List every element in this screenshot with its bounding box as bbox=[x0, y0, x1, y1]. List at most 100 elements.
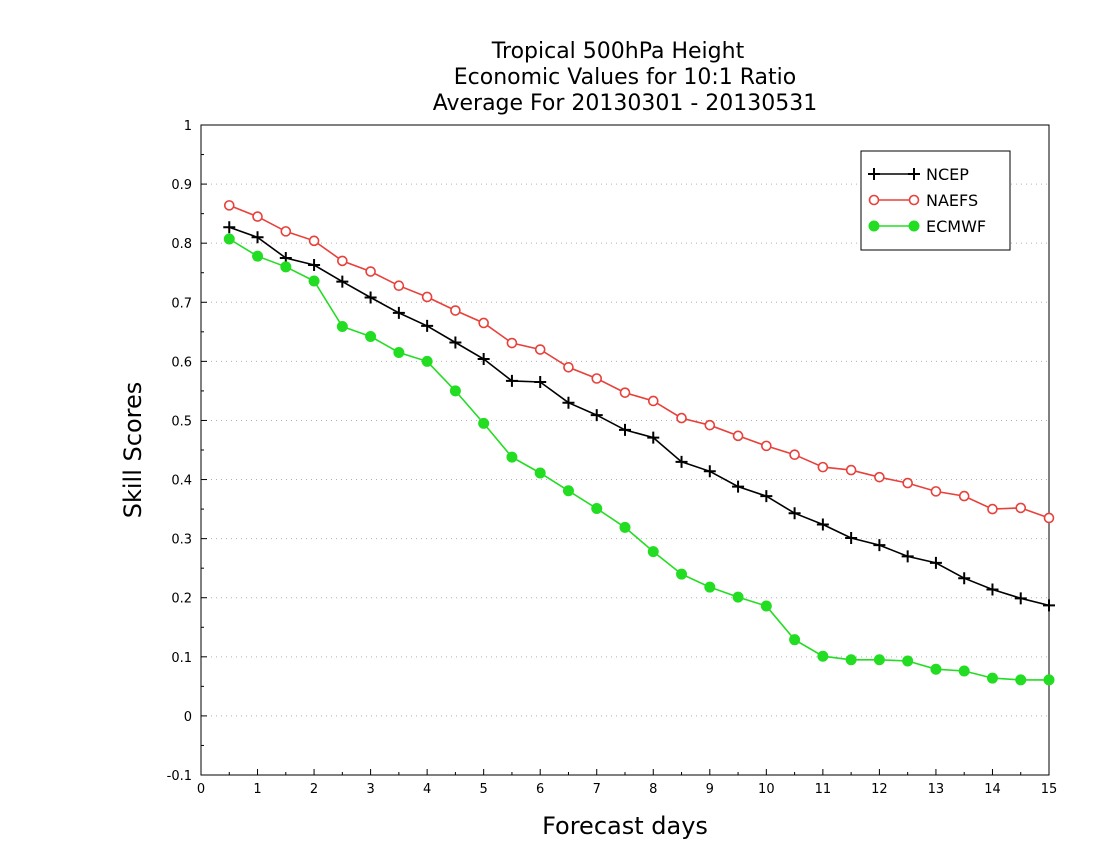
data-point-naefs bbox=[845, 464, 857, 476]
y-axis-label: Skill Scores bbox=[119, 382, 147, 519]
y-tick-label: 0 bbox=[184, 710, 192, 725]
data-point-ncep bbox=[619, 423, 631, 436]
chart-title: Tropical 500hPa Height Economic Values f… bbox=[433, 39, 818, 116]
data-point-naefs bbox=[1015, 502, 1027, 514]
data-point-ncep bbox=[1014, 592, 1027, 605]
data-point-naefs bbox=[393, 280, 405, 292]
x-tick-label: 15 bbox=[1041, 782, 1058, 797]
data-point-ecmwf bbox=[421, 355, 433, 367]
data-point-naefs bbox=[421, 291, 433, 303]
legend: NCEP NAEFS ECMWF bbox=[860, 150, 1011, 251]
data-point-naefs bbox=[223, 200, 235, 211]
data-point-naefs bbox=[704, 419, 716, 431]
data-point-ncep bbox=[364, 291, 377, 304]
data-point-ncep bbox=[1043, 599, 1055, 612]
data-point-naefs bbox=[1043, 512, 1055, 524]
data-point-ecmwf bbox=[930, 663, 942, 675]
data-point-naefs bbox=[478, 317, 489, 329]
series-line-ncep bbox=[229, 226, 1050, 607]
data-point-naefs bbox=[308, 235, 320, 247]
legend-entry-ecmwf: ECMWF bbox=[868, 217, 986, 236]
data-point-ncep bbox=[703, 465, 716, 478]
data-point-ecmwf bbox=[789, 634, 801, 646]
x-tick-label: 11 bbox=[815, 782, 832, 797]
data-point-ncep bbox=[421, 319, 434, 332]
data-point-ecmwf bbox=[1043, 674, 1055, 686]
data-point-ecmwf bbox=[1015, 674, 1027, 686]
x-tick-label: 5 bbox=[480, 782, 488, 797]
data-point-ncep bbox=[308, 259, 321, 272]
data-point-naefs bbox=[591, 373, 603, 384]
y-axis: -0.1 0 0.1 0.2 0.3 0.4 0.5 0.6 0.7 0.8 0.9 1 bbox=[167, 119, 207, 784]
legend-marker bbox=[868, 194, 880, 206]
data-point-ncep bbox=[223, 221, 236, 234]
y-tick-label: 0.3 bbox=[171, 533, 192, 548]
data-point-ecmwf bbox=[478, 417, 490, 429]
data-point-naefs bbox=[365, 266, 376, 277]
data-point-ncep bbox=[788, 507, 801, 520]
data-point-ecmwf bbox=[845, 654, 857, 666]
y-tick-label: -0.1 bbox=[167, 769, 192, 784]
data-point-ncep bbox=[958, 572, 971, 585]
data-point-ncep bbox=[336, 275, 349, 288]
y-tick-label: 0.2 bbox=[171, 592, 192, 607]
data-point-ecmwf bbox=[817, 650, 829, 662]
data-point-ncep bbox=[901, 550, 914, 563]
legend-marker bbox=[868, 220, 880, 232]
x-axis-label: Forecast days bbox=[542, 812, 708, 840]
data-point-ncep bbox=[929, 556, 942, 569]
legend-entry-ncep: NCEP bbox=[868, 165, 969, 184]
x-tick-label: 9 bbox=[706, 782, 714, 797]
x-axis: 0 1 2 3 4 5 6 7 8 9 10 11 12 13 14 15 bbox=[197, 769, 1057, 797]
title-line-3: Average For 20130301 - 20130531 bbox=[433, 91, 818, 116]
data-point-ecmwf bbox=[280, 261, 292, 273]
data-point-ecmwf bbox=[958, 665, 970, 677]
data-point-naefs bbox=[506, 337, 518, 349]
title-line-2: Economic Values for 10:1 Ratio bbox=[454, 65, 796, 90]
data-point-ecmwf bbox=[252, 250, 264, 262]
x-tick-label: 12 bbox=[871, 782, 888, 797]
data-point-naefs bbox=[930, 486, 942, 497]
data-point-ncep bbox=[647, 431, 660, 444]
data-point-naefs bbox=[987, 503, 998, 515]
data-point-naefs bbox=[676, 412, 687, 424]
y-tick-label: 0.5 bbox=[171, 414, 192, 429]
x-tick-label: 6 bbox=[536, 782, 544, 797]
data-point-ncep bbox=[675, 455, 688, 468]
data-point-ecmwf bbox=[619, 521, 631, 533]
title-line-1: Tropical 500hPa Height bbox=[491, 39, 745, 64]
data-point-naefs bbox=[563, 361, 574, 373]
data-point-ecmwf bbox=[365, 331, 377, 343]
data-point-ecmwf bbox=[902, 655, 914, 667]
y-tick-label: 0.8 bbox=[171, 237, 192, 252]
data-point-ecmwf bbox=[506, 451, 518, 463]
data-point-naefs bbox=[958, 490, 970, 502]
x-tick-label: 8 bbox=[649, 782, 657, 797]
y-tick-label: 0.7 bbox=[171, 296, 192, 311]
data-point-ecmwf bbox=[760, 600, 772, 612]
data-point-ncep bbox=[477, 353, 490, 365]
legend-box bbox=[860, 150, 1011, 251]
x-tick-label: 14 bbox=[984, 782, 1001, 797]
data-point-ncep bbox=[392, 306, 405, 319]
series-ncep bbox=[223, 221, 1055, 612]
data-point-ecmwf bbox=[534, 467, 546, 479]
data-point-ecmwf bbox=[336, 321, 348, 332]
y-tick-label: 0.6 bbox=[171, 355, 192, 370]
data-point-ncep bbox=[251, 231, 264, 244]
legend-label: NCEP bbox=[926, 165, 969, 184]
data-point-ncep bbox=[590, 409, 603, 422]
series-ecmwf bbox=[223, 233, 1055, 686]
data-point-ncep bbox=[760, 490, 773, 503]
data-point-naefs bbox=[647, 395, 659, 407]
data-point-ncep bbox=[732, 480, 745, 493]
data-point-naefs bbox=[534, 344, 546, 355]
data-point-ecmwf bbox=[393, 347, 405, 358]
data-point-naefs bbox=[450, 305, 461, 316]
data-point-naefs bbox=[761, 440, 772, 452]
data-point-naefs bbox=[732, 430, 744, 442]
data-point-naefs bbox=[337, 255, 348, 267]
data-point-naefs bbox=[280, 226, 292, 237]
series-layer bbox=[223, 200, 1055, 686]
data-point-ecmwf bbox=[676, 568, 688, 580]
